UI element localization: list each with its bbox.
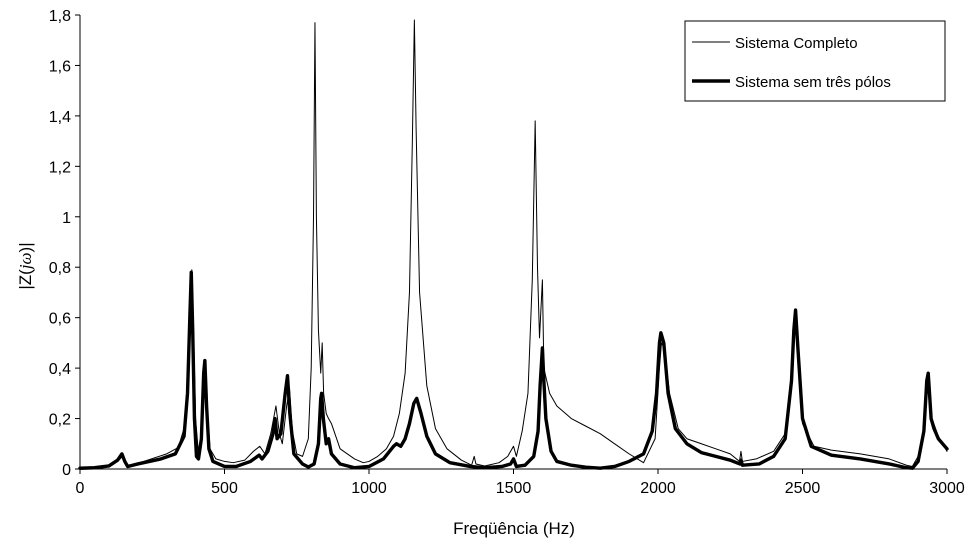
series-line-sistema-sem-tres-polos (78, 270, 949, 470)
legend-label-sistema-sem-tres-polos: Sistema sem três pólos (735, 74, 891, 91)
y-axis-label: |Z(jω)| (16, 242, 35, 289)
y-tick-label: 0 (62, 462, 71, 479)
y-tick-label: 0,2 (49, 412, 71, 429)
x-axis-label: Freqüência (Hz) (453, 519, 575, 538)
x-tick-label: 1500 (496, 480, 532, 497)
y-tick-label: 1,4 (49, 109, 71, 126)
y-axis: 0 0,2 0,4 0,6 0,8 1 1,2 1,4 1,6 1,8 (49, 8, 80, 479)
x-tick-label: 0 (76, 480, 85, 497)
y-tick-label: 1,6 (49, 58, 71, 75)
legend: Sistema Completo Sistema sem três pólos (684, 20, 946, 102)
x-tick-label: 3000 (929, 480, 965, 497)
y-tick-label: 1,8 (49, 8, 71, 25)
x-tick-label: 2500 (785, 480, 821, 497)
x-tick-label: 2000 (640, 480, 676, 497)
x-tick-label: 500 (211, 480, 238, 497)
y-axis-label-prefix: |Z( (16, 269, 35, 290)
legend-label-sistema-completo: Sistema Completo (735, 35, 858, 52)
legend-box (684, 20, 946, 102)
plot-series (78, 19, 949, 470)
x-tick-label: 1000 (351, 480, 387, 497)
y-axis-label-j: j (16, 264, 35, 271)
y-tick-label: 0,4 (49, 361, 71, 378)
y-axis-label-omega: ω (16, 252, 35, 264)
y-tick-label: 1 (62, 210, 71, 227)
x-axis: 0 500 1000 1500 2000 2500 3000 (76, 469, 965, 497)
y-tick-label: 0,6 (49, 311, 71, 328)
y-axis-label-suffix: )| (16, 242, 35, 252)
y-tick-label: 0,8 (49, 260, 71, 277)
axis-lines (79, 15, 947, 470)
y-tick-label: 1,2 (49, 159, 71, 176)
